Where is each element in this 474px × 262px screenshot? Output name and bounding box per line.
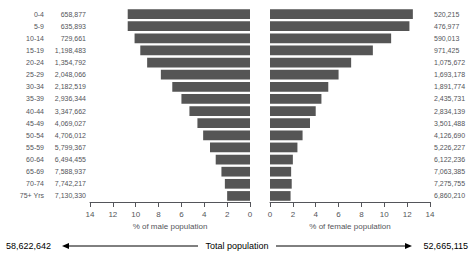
- svg-text:4,126,690: 4,126,690: [434, 132, 465, 139]
- svg-text:7,275,755: 7,275,755: [434, 180, 465, 187]
- svg-text:2,048,066: 2,048,066: [55, 71, 86, 78]
- svg-text:20-24: 20-24: [26, 59, 44, 66]
- svg-text:35-39: 35-39: [26, 95, 44, 102]
- svg-text:5,799,367: 5,799,367: [55, 144, 86, 151]
- svg-text:520,215: 520,215: [434, 11, 459, 18]
- svg-text:5-9: 5-9: [34, 23, 44, 30]
- svg-text:2: 2: [291, 210, 296, 219]
- svg-text:1,075,672: 1,075,672: [434, 59, 465, 66]
- svg-text:7,588,937: 7,588,937: [55, 168, 86, 175]
- svg-text:3,347,662: 3,347,662: [55, 108, 86, 115]
- svg-text:0: 0: [268, 210, 273, 219]
- svg-text:0-4: 0-4: [34, 11, 44, 18]
- svg-text:6: 6: [179, 210, 184, 219]
- svg-text:6,494,455: 6,494,455: [55, 156, 86, 163]
- svg-text:971,425: 971,425: [434, 47, 459, 54]
- svg-text:8: 8: [156, 210, 161, 219]
- svg-text:30-34: 30-34: [26, 83, 44, 90]
- svg-text:7,742,217: 7,742,217: [55, 180, 86, 187]
- svg-text:2,435,731: 2,435,731: [434, 95, 465, 102]
- svg-text:0: 0: [248, 210, 253, 219]
- svg-text:4,069,027: 4,069,027: [55, 120, 86, 127]
- svg-text:729,661: 729,661: [61, 35, 86, 42]
- svg-text:52,665,115: 52,665,115: [424, 241, 468, 251]
- svg-text:10: 10: [131, 210, 140, 219]
- svg-text:2,936,344: 2,936,344: [55, 95, 86, 102]
- svg-text:590,013: 590,013: [434, 35, 459, 42]
- svg-text:14: 14: [426, 210, 435, 219]
- svg-text:476,977: 476,977: [434, 23, 459, 30]
- svg-text:58,622,642: 58,622,642: [6, 241, 51, 251]
- svg-text:65-69: 65-69: [26, 168, 44, 175]
- svg-text:4: 4: [202, 210, 207, 219]
- svg-text:10: 10: [380, 210, 389, 219]
- svg-text:5,226,227: 5,226,227: [434, 144, 465, 151]
- svg-text:15-19: 15-19: [26, 47, 44, 54]
- svg-text:2: 2: [225, 210, 230, 219]
- svg-text:8: 8: [359, 210, 364, 219]
- svg-text:1,354,792: 1,354,792: [55, 59, 86, 66]
- svg-text:60-64: 60-64: [26, 156, 44, 163]
- svg-text:% of female population: % of female population: [309, 222, 390, 231]
- svg-text:7,063,385: 7,063,385: [434, 168, 465, 175]
- svg-text:6: 6: [336, 210, 341, 219]
- svg-text:658,877: 658,877: [61, 11, 86, 18]
- svg-text:7,130,330: 7,130,330: [55, 192, 86, 199]
- svg-text:12: 12: [108, 210, 117, 219]
- svg-text:40-44: 40-44: [26, 108, 44, 115]
- svg-text:75+ Yrs: 75+ Yrs: [20, 192, 45, 199]
- svg-text:1,891,774: 1,891,774: [434, 83, 465, 90]
- svg-text:12: 12: [403, 210, 412, 219]
- svg-text:635,893: 635,893: [61, 23, 86, 30]
- svg-text:% of male population: % of male population: [133, 222, 208, 231]
- svg-text:4,706,012: 4,706,012: [55, 132, 86, 139]
- svg-text:14: 14: [86, 210, 95, 219]
- svg-text:6,122,236: 6,122,236: [434, 156, 465, 163]
- svg-text:50-54: 50-54: [26, 132, 44, 139]
- svg-text:70-74: 70-74: [26, 180, 44, 187]
- svg-text:Total population: Total population: [205, 241, 268, 251]
- svg-text:3,501,488: 3,501,488: [434, 120, 465, 127]
- svg-text:4: 4: [313, 210, 318, 219]
- svg-text:1,198,483: 1,198,483: [55, 47, 86, 54]
- svg-text:2,834,139: 2,834,139: [434, 108, 465, 115]
- svg-text:55-59: 55-59: [26, 144, 44, 151]
- svg-text:6,860,210: 6,860,210: [434, 192, 465, 199]
- svg-text:25-29: 25-29: [26, 71, 44, 78]
- svg-text:45-49: 45-49: [26, 120, 44, 127]
- svg-text:1,693,178: 1,693,178: [434, 71, 465, 78]
- svg-text:10-14: 10-14: [26, 35, 44, 42]
- svg-text:2,182,519: 2,182,519: [55, 83, 86, 90]
